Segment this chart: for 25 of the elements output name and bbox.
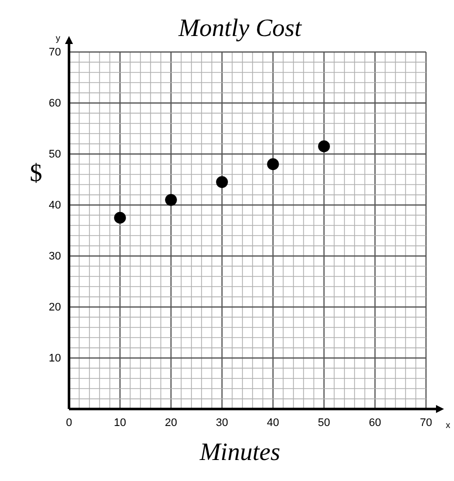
y-tick-label: 10 — [48, 352, 61, 365]
point — [318, 140, 330, 152]
x-axis-title: Minutes — [198, 439, 280, 466]
point — [216, 176, 228, 188]
point — [165, 194, 177, 206]
x-tick-label: 70 — [420, 416, 432, 429]
x-tick-label: 40 — [266, 416, 280, 429]
x-tick-label: 20 — [164, 416, 178, 429]
y-tick-label: 50 — [48, 148, 61, 161]
y-tick-label: 60 — [48, 98, 61, 110]
y-axis-title: $ — [30, 160, 42, 187]
text: x — [446, 420, 451, 430]
y-tick-label: 20 — [48, 302, 61, 314]
x-tick-label: 60 — [368, 416, 382, 429]
y-tick-label: 70 — [48, 46, 61, 59]
x-tick-label: 30 — [216, 416, 228, 429]
x-tick-label: 10 — [114, 416, 126, 429]
point — [267, 158, 279, 170]
text: y — [56, 33, 61, 43]
y-tick-label: 30 — [48, 250, 61, 263]
x-tick-label: 50 — [318, 416, 330, 429]
chart-title: Montly Cost — [178, 15, 303, 42]
point — [114, 212, 126, 224]
y-tick-label: 40 — [48, 200, 61, 212]
x-tick-label: 0 — [66, 416, 72, 429]
